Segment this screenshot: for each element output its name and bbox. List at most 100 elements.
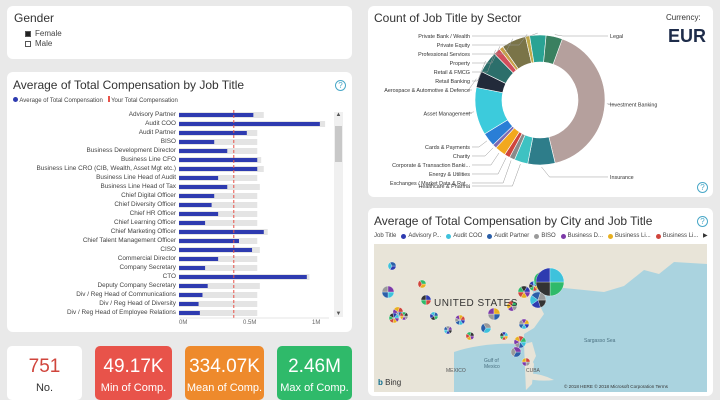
scroll-thumb[interactable]: [335, 126, 342, 162]
kpi-count-value: 751: [28, 356, 61, 377]
map-label-cuba: CUBA: [526, 368, 540, 374]
map-pie-0-slice-2: [389, 261, 397, 267]
bar-2: [179, 131, 247, 135]
bar-label-16: Commercial Director: [117, 255, 176, 262]
help-icon[interactable]: ?: [697, 216, 708, 227]
bar-label-3: BISO: [160, 138, 176, 145]
help-icon[interactable]: ?: [697, 182, 708, 193]
map-legend-label-6: Business Li...: [662, 233, 699, 239]
kpi-min: 49.17K Min of Comp.: [95, 346, 172, 400]
bar-9: [179, 194, 215, 198]
map-legend-item-2[interactable]: Audit Partner: [487, 233, 529, 239]
bar-range-17: [179, 265, 258, 271]
map-legend-label-5: Business Li...: [615, 233, 651, 239]
legend-avg-label: Average of Total Compensation: [19, 98, 103, 104]
map-pie-13-slice-5: [523, 286, 531, 293]
leader-line-5: [472, 152, 500, 166]
donut-label-5: Corporate & Transaction Banki...: [392, 163, 470, 169]
map-pie-3-slice-5: [403, 312, 409, 317]
map-legend-item-5[interactable]: Business Li...: [608, 233, 651, 239]
donut-label-1: Insurance: [610, 175, 634, 181]
bar-label-4: Business Development Director: [86, 147, 176, 154]
bar-15: [179, 248, 253, 252]
legend-yours-mark: [107, 96, 110, 102]
bar-label-9: Chief Digital Officer: [121, 192, 176, 199]
bar-0: [179, 113, 254, 117]
map-legend-item-3[interactable]: BISO: [534, 233, 556, 239]
legend-next-arrow[interactable]: ▶: [703, 233, 708, 239]
donut-label-4: Energy & Utilities: [429, 172, 470, 178]
map-pie-22-slice-4: [469, 332, 475, 337]
help-icon[interactable]: ?: [335, 80, 346, 91]
map-pie-16-slice-3: [549, 267, 565, 283]
donut-label-0: Investment Banking: [610, 102, 657, 108]
map-pie-20-slice-2: [513, 346, 522, 353]
donut-label-15: Private Bank / Wealth: [418, 34, 470, 40]
kpi-min-value: 49.17K: [103, 356, 164, 377]
bar-label-1: Audit COO: [145, 120, 176, 127]
bing-label: Bing: [385, 378, 402, 387]
bar-label-6: Business Line CRO (CIB, Wealth, Asset Mg…: [36, 165, 176, 172]
donut-label-10: Retail Banking: [435, 79, 470, 85]
leader-line-11: [472, 49, 496, 73]
map-legend-label-4: Business D...: [567, 233, 604, 239]
bar-label-22: Div / Reg Head of Employee Relations: [66, 309, 176, 316]
scroll-up-arrow[interactable]: ▲: [335, 112, 342, 118]
gender-card: Gender Female Male: [7, 6, 352, 59]
map-legend-item-6[interactable]: Business Li...: [655, 233, 699, 239]
leader-line-14: [472, 34, 528, 46]
leader-line-15: [472, 32, 538, 37]
donut-label-11: Retail & FMCG: [434, 70, 470, 76]
bing-logo: b Bing: [378, 378, 401, 387]
leader-line-10: [472, 60, 486, 82]
map-legend-dot-4: [560, 233, 566, 239]
bar-14: [179, 239, 239, 243]
map-pie-4-slice-6: [393, 313, 400, 319]
currency-value[interactable]: EUR: [668, 26, 707, 46]
donut-label-2: Healthcare & Pharma: [418, 184, 470, 190]
female-label: Female: [35, 29, 62, 38]
map-pie-6-slice-3: [425, 294, 432, 301]
leader-line-4: [472, 157, 507, 175]
bar-1: [179, 122, 320, 126]
scroll-down-arrow[interactable]: ▼: [335, 311, 342, 317]
map-area[interactable]: UNITED STATES MEXICO Gulf of Mexico Sarg…: [374, 244, 707, 392]
gender-female-item[interactable]: Female: [25, 29, 62, 38]
kpi-mean-label: Mean of Comp.: [186, 382, 263, 394]
leader-line-13: [472, 38, 514, 55]
bar-label-2: Audit Partner: [138, 129, 176, 136]
map-legend-label-2: Audit Partner: [494, 233, 530, 239]
gender-male-item[interactable]: Male: [25, 39, 52, 48]
bar-label-13: Chief Marketing Officer: [110, 228, 176, 235]
bar-10: [179, 203, 212, 207]
map-legend-label-3: BISO: [541, 233, 556, 239]
male-swatch: [25, 40, 31, 47]
donut-label-14: Private Equity: [437, 43, 471, 49]
bar-range-20: [179, 292, 258, 298]
x-tick-2: 1M: [312, 320, 321, 326]
bar-18: [179, 275, 307, 279]
map-pie-16-slice-0: [549, 281, 565, 297]
leader-line-1: [541, 166, 608, 178]
sector-chart-title: Count of Job Title by Sector: [374, 11, 522, 25]
bar-range-12: [179, 220, 258, 226]
gulf-coast: [454, 343, 526, 392]
map-chart-card: Average of Total Compensation by City an…: [368, 208, 713, 396]
legend-yours-label: Your Total Compensation: [111, 98, 178, 104]
kpi-count: 751 No.: [7, 346, 82, 400]
kpi-mean: 334.07K Mean of Comp.: [185, 346, 264, 400]
bar-13: [179, 230, 264, 234]
kpi-mean-value: 334.07K: [189, 356, 260, 377]
map-pie-11-slice-3: [493, 307, 501, 315]
gender-title: Gender: [14, 11, 55, 25]
donut-label-8: Asset Management: [424, 112, 471, 118]
bar-21: [179, 302, 199, 306]
donut-slice-0: [548, 38, 606, 164]
donut-label-16: Legal: [610, 34, 623, 40]
map-legend-item-0[interactable]: Advisory P...: [401, 233, 441, 239]
sector-chart-card: Count of Job Title by Sector Currency: E…: [368, 6, 713, 197]
map-legend-item-4[interactable]: Business D...: [560, 233, 604, 239]
scrollbar[interactable]: ▲ ▼: [334, 112, 343, 317]
map-legend-item-1[interactable]: Audit COO: [446, 233, 482, 239]
leader-line-6: [472, 147, 494, 157]
